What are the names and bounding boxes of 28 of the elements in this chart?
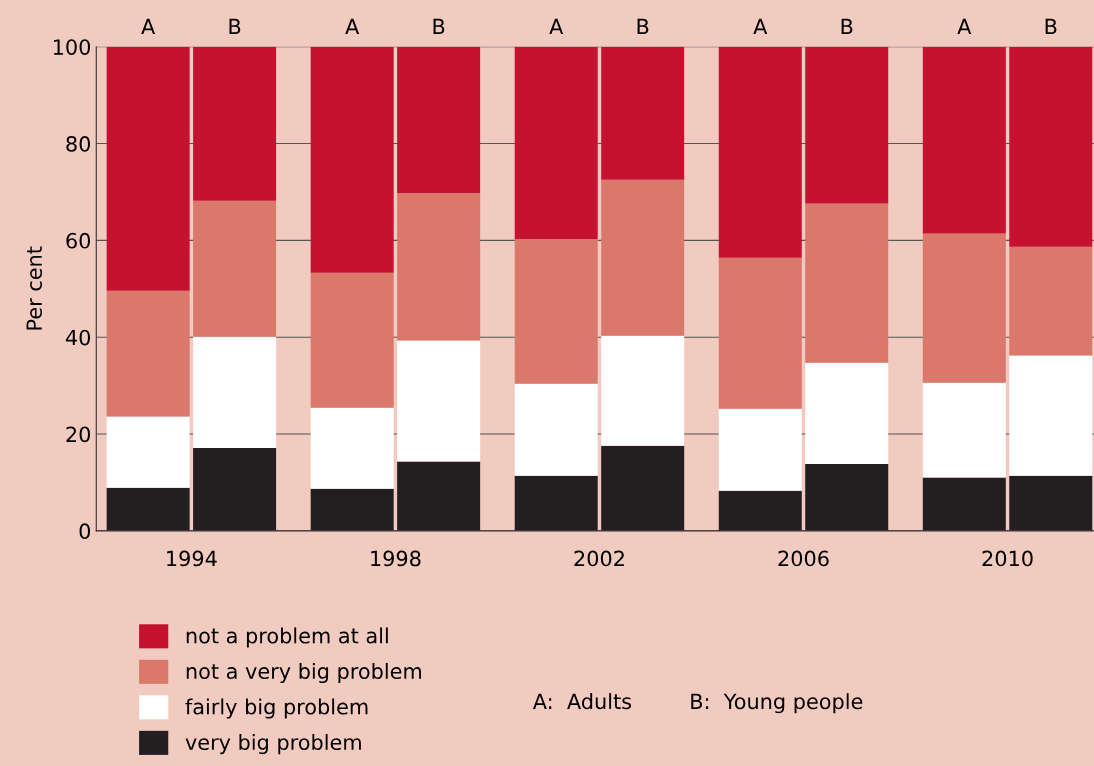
y-tick-label: 100 (53, 39, 91, 55)
x-tick-label: B (1045, 18, 1057, 35)
x-tick-label: A (753, 18, 768, 35)
text: 2010 (982, 550, 1033, 567)
legend-label: not a very big problem (186, 662, 421, 684)
legend-label: very big problem (185, 733, 361, 755)
x-tick-label: B (229, 18, 241, 35)
text: 1998 (371, 550, 421, 567)
text: A: Adults (532, 693, 632, 710)
y-tick-label: 60 (66, 232, 91, 249)
text: 2002 (574, 550, 624, 567)
x-tick-label: B (841, 18, 853, 35)
x-tick-label: B (637, 18, 649, 35)
x-tick-label: A (141, 18, 156, 35)
x-tick-label: A (549, 18, 564, 35)
y-tick-label: 20 (66, 426, 91, 443)
text: 1994 (167, 550, 217, 567)
legend-label: not a problem at all (186, 627, 388, 648)
x-tick-label: A (957, 18, 972, 35)
text: 2006 (778, 550, 829, 567)
x-tick-label: B (433, 18, 445, 35)
y-tick-label: 40 (65, 329, 91, 346)
legend-label: fairly big problem (185, 698, 368, 719)
x-tick-label: A (345, 18, 360, 35)
y-tick-label: 0 (79, 523, 91, 540)
y-tick-label: 80 (66, 136, 91, 152)
text: B: Young people (691, 693, 863, 714)
y-axis-title: Per cent (26, 246, 43, 330)
